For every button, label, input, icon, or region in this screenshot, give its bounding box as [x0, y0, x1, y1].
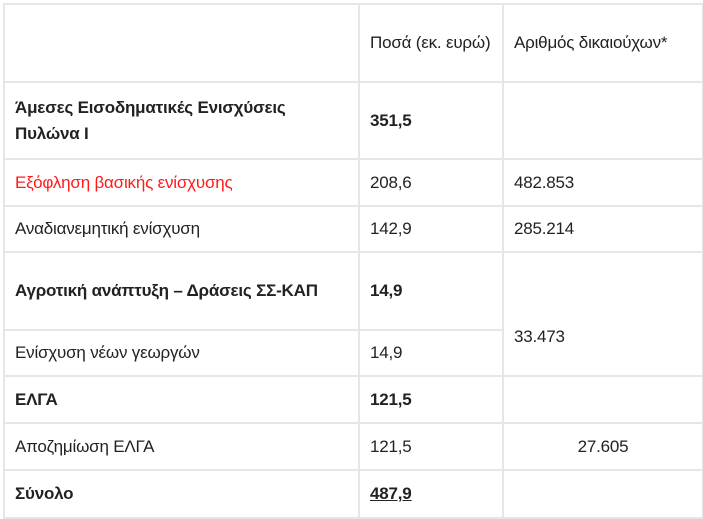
row-amount: 14,9	[358, 329, 504, 377]
table-row: Αγροτική ανάπτυξη – Δράσεις ΣΣ-ΚΑΠ 14,9 …	[3, 251, 703, 377]
support-payments-table: Ποσά (εκ. ευρώ) Αριθμός δικαιούχων* Άμεσ…	[3, 3, 703, 519]
row-amount: 142,9	[358, 205, 504, 253]
header-amount: Ποσά (εκ. ευρώ)	[358, 3, 504, 83]
row-beneficiaries: 285.214	[502, 205, 703, 253]
row-beneficiaries	[502, 81, 703, 160]
total-amount: 487,9	[358, 469, 504, 519]
header-beneficiaries: Αριθμός δικαιούχων*	[502, 3, 703, 83]
table-row: Αναδιανεμητική ενίσχυση 142,9 285.214	[3, 205, 703, 253]
row-beneficiaries	[502, 375, 703, 424]
table-row: Αποζημίωση ΕΛΓΑ 121,5 27.605	[3, 422, 703, 471]
total-beneficiaries	[502, 469, 703, 519]
table-row: Ενίσχυση νέων γεωργών 14,9	[3, 329, 703, 377]
row-beneficiaries: 33.473	[502, 251, 703, 377]
row-label: Άμεσες Εισοδηματικές Ενισχύσεις Πυλώνα Ι	[3, 81, 360, 160]
table-row: Άμεσες Εισοδηματικές Ενισχύσεις Πυλώνα Ι…	[3, 81, 703, 160]
table-header-row: Ποσά (εκ. ευρώ) Αριθμός δικαιούχων*	[3, 3, 703, 83]
row-label: Εξόφληση βασικής ενίσχυσης	[3, 158, 360, 207]
row-label: Ενίσχυση νέων γεωργών	[3, 329, 360, 377]
row-amount: 351,5	[358, 81, 504, 160]
row-label: Αναδιανεμητική ενίσχυση	[3, 205, 360, 253]
row-amount: 121,5	[358, 375, 504, 424]
table-row: ΕΛΓΑ 121,5	[3, 375, 703, 424]
total-label: Σύνολο	[3, 469, 360, 519]
row-amount: 208,6	[358, 158, 504, 207]
row-label: Αγροτική ανάπτυξη – Δράσεις ΣΣ-ΚΑΠ	[3, 251, 360, 331]
table-row: Εξόφληση βασικής ενίσχυσης 208,6 482.853	[3, 158, 703, 207]
row-beneficiaries: 27.605	[502, 422, 703, 471]
row-label: Αποζημίωση ΕΛΓΑ	[3, 422, 360, 471]
header-label	[3, 3, 360, 83]
table-total-row: Σύνολο 487,9	[3, 469, 703, 519]
row-amount: 14,9	[358, 251, 504, 331]
row-amount: 121,5	[358, 422, 504, 471]
row-label: ΕΛΓΑ	[3, 375, 360, 424]
row-beneficiaries: 482.853	[502, 158, 703, 207]
